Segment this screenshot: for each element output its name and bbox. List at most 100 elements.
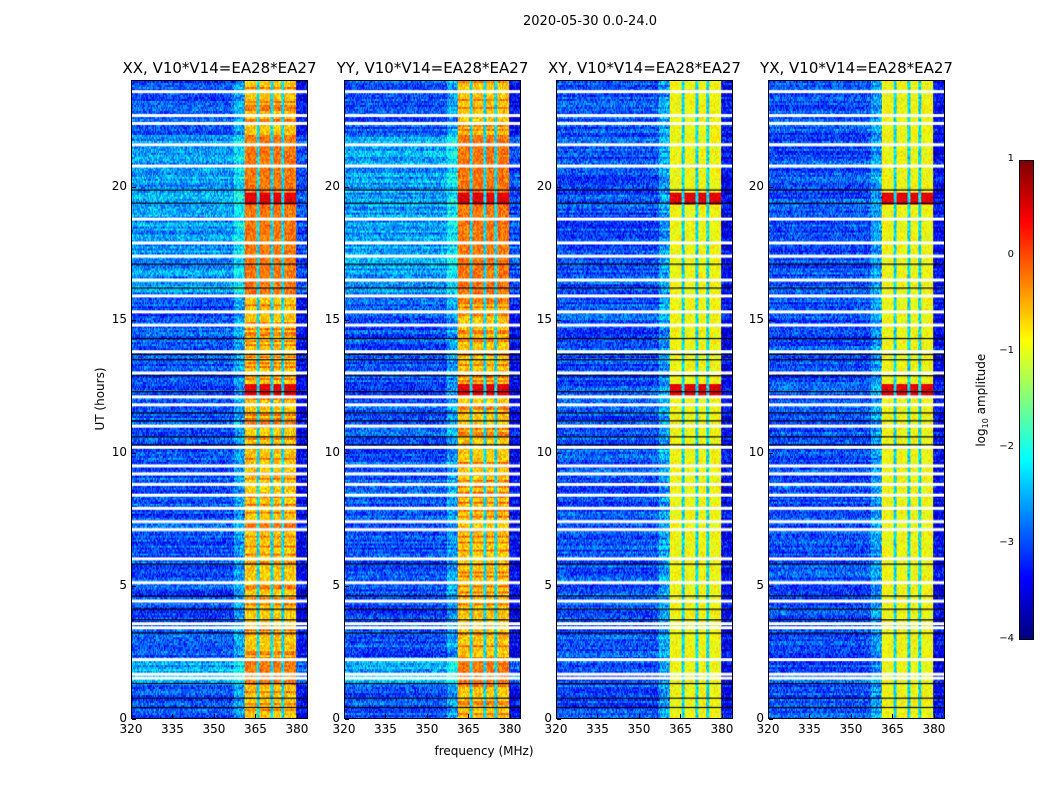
x-tick-mark	[131, 714, 132, 718]
y-tick-mark	[132, 186, 136, 188]
y-tick-mark	[769, 319, 773, 321]
y-tick-mark	[557, 585, 561, 587]
y-tick-label: 15	[324, 311, 340, 326]
panel-title: YX, V10*V14=EA28*EA27	[760, 59, 953, 77]
y-tick-mark	[557, 719, 561, 720]
colorbar-tick-label: −3	[999, 537, 1014, 548]
y-tick-mark	[132, 452, 136, 454]
y-tick-label: 20	[324, 178, 340, 193]
panel-title: XY, V10*V14=EA28*EA27	[548, 59, 741, 77]
y-tick-label: 20	[748, 178, 764, 193]
x-tick-mark	[850, 714, 852, 718]
y-tick-mark	[345, 585, 349, 587]
y-tick-mark	[557, 319, 561, 321]
y-tick-label: 10	[111, 444, 127, 459]
x-tick-label: 335	[798, 722, 821, 736]
y-tick-mark	[132, 719, 136, 720]
y-tick-label: 5	[119, 577, 127, 592]
spectrogram-heatmap	[769, 81, 944, 718]
x-tick-mark	[296, 714, 298, 718]
y-tick-mark	[769, 452, 773, 454]
y-tick-label: 5	[544, 577, 552, 592]
spectrogram-heatmap	[345, 81, 520, 718]
y-tick-mark	[345, 719, 349, 720]
colorbar-tick-label: 1	[1007, 153, 1014, 164]
colorbar-tick-label: −1	[999, 345, 1014, 356]
x-tick-label: 350	[627, 722, 651, 736]
y-tick-mark	[769, 585, 773, 587]
y-tick-label: 15	[536, 311, 552, 326]
y-tick-label: 0	[119, 711, 127, 725]
panel-title: YY, V10*V14=EA28*EA27	[336, 59, 529, 77]
x-tick-mark	[809, 714, 811, 718]
y-tick-label: 0	[756, 711, 764, 725]
y-tick-mark	[769, 719, 773, 720]
x-tick-label: 380	[710, 722, 734, 736]
x-tick-mark	[213, 714, 215, 718]
spectrogram-panel-3	[768, 80, 945, 719]
x-tick-label: 320	[756, 722, 780, 736]
x-tick-label: 380	[922, 722, 946, 736]
colorbar-label-log: log	[973, 428, 988, 447]
y-tick-label: 15	[748, 311, 764, 326]
x-tick-label: 350	[839, 722, 863, 736]
x-tick-label: 320	[544, 722, 568, 736]
x-tick-label: 335	[586, 722, 609, 736]
x-tick-label: 335	[374, 722, 397, 736]
y-tick-mark	[345, 186, 349, 188]
y-tick-mark	[132, 319, 136, 321]
y-tick-label: 15	[111, 311, 127, 326]
y-axis-label: UT (hours)	[93, 367, 107, 431]
x-tick-mark	[638, 714, 640, 718]
y-tick-label: 10	[748, 444, 764, 459]
x-tick-label: 365	[244, 722, 267, 736]
colorbar-tick-label: 0	[1007, 249, 1014, 260]
colorbar-label-rest: amplitude	[973, 353, 988, 419]
spectrogram-panel-2	[556, 80, 733, 719]
x-tick-label: 365	[881, 722, 904, 736]
x-tick-mark	[768, 714, 769, 718]
x-tick-mark	[385, 714, 387, 718]
x-tick-label: 365	[669, 722, 692, 736]
y-tick-label: 10	[536, 444, 552, 459]
x-tick-mark	[172, 714, 174, 718]
y-tick-label: 0	[544, 711, 552, 725]
x-tick-mark	[344, 714, 345, 718]
colorbar-tick-label: −4	[999, 633, 1014, 644]
colorbar-label-sub: 10	[981, 418, 991, 429]
y-tick-label: 10	[324, 444, 340, 459]
x-tick-mark	[892, 714, 894, 718]
x-tick-mark	[509, 714, 511, 718]
y-tick-label: 20	[111, 178, 127, 193]
figure-title: 2020-05-30 0.0-24.0	[523, 14, 657, 29]
x-axis-label: frequency (MHz)	[434, 744, 534, 758]
x-tick-mark	[426, 714, 428, 718]
x-tick-label: 380	[498, 722, 522, 736]
panel-title: XX, V10*V14=EA28*EA27	[122, 59, 317, 77]
x-tick-mark	[721, 714, 723, 718]
y-tick-mark	[769, 186, 773, 188]
x-tick-label: 320	[119, 722, 143, 736]
x-tick-label: 350	[202, 722, 226, 736]
y-tick-label: 20	[536, 178, 552, 193]
spectrogram-panel-0	[131, 80, 308, 719]
x-tick-label: 365	[457, 722, 480, 736]
x-tick-mark	[933, 714, 935, 718]
colorbar-label: log10 amplitude	[974, 340, 990, 460]
y-tick-mark	[557, 452, 561, 454]
spectrogram-panel-1	[344, 80, 521, 719]
x-tick-mark	[556, 714, 557, 718]
y-tick-label: 5	[332, 577, 340, 592]
y-tick-mark	[557, 186, 561, 188]
x-tick-label: 380	[285, 722, 309, 736]
y-tick-label: 0	[332, 711, 340, 725]
colorbar-tick-label: −2	[999, 441, 1014, 452]
spectrogram-heatmap	[557, 81, 732, 718]
x-tick-mark	[680, 714, 682, 718]
spectrogram-heatmap	[132, 81, 307, 718]
y-tick-label: 5	[756, 577, 764, 592]
x-tick-mark	[255, 714, 257, 718]
x-tick-mark	[597, 714, 599, 718]
x-tick-label: 335	[161, 722, 184, 736]
x-tick-label: 350	[415, 722, 439, 736]
